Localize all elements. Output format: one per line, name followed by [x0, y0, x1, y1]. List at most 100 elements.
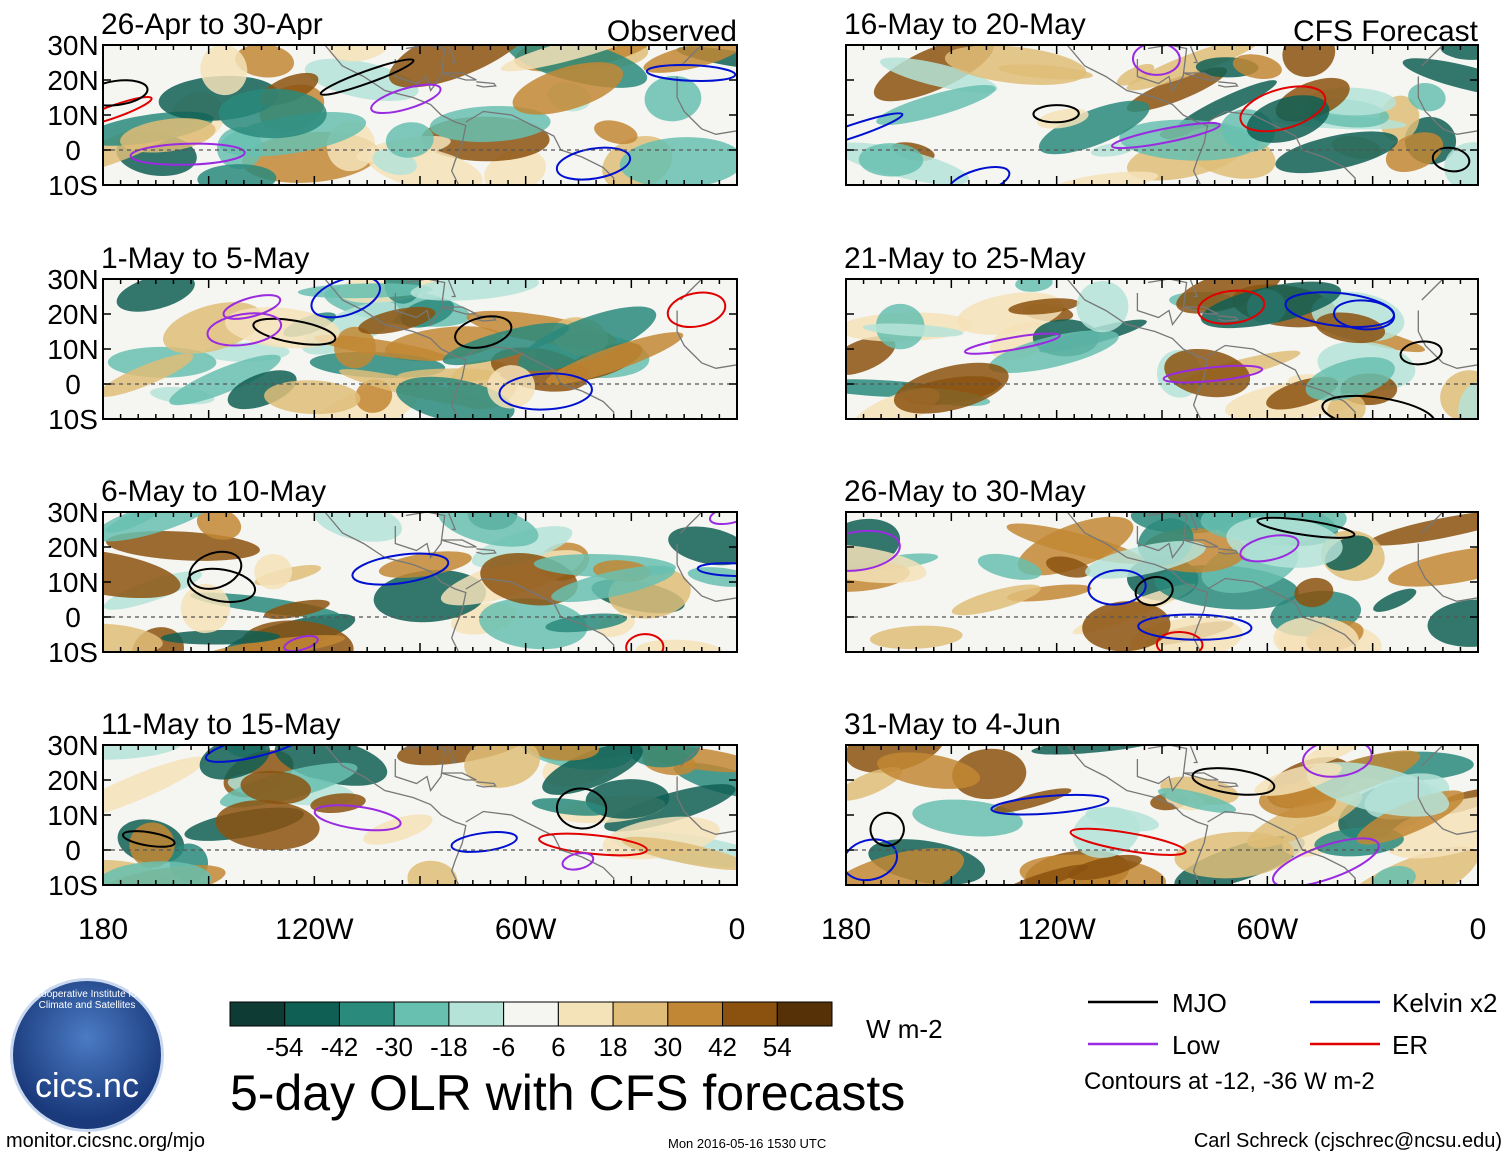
coastline: [1189, 512, 1199, 531]
wave-contour: [1137, 613, 1253, 641]
panel-tag: Observed: [607, 15, 737, 48]
olr-anomaly-blob: [594, 120, 638, 145]
olr-anomaly-blob: [1275, 131, 1398, 174]
wave-contour: [1191, 767, 1276, 796]
wave-contour: [555, 787, 608, 830]
wave-contour: [313, 804, 402, 832]
lat-tick-label: 30N: [47, 30, 98, 61]
colorbar-label: 18: [599, 1032, 628, 1062]
lat-tick-label: 20N: [47, 299, 98, 330]
logo-arc-text: Cooperative Institute for Climate and Sa…: [33, 989, 141, 1011]
coastline: [1417, 745, 1478, 835]
coastline: [1189, 745, 1199, 764]
olr-anomaly-blob: [877, 752, 981, 789]
coastline: [1207, 344, 1356, 419]
legend-note: Contours at -12, -36 W m-2: [1084, 1068, 1375, 1095]
wave-contour: [222, 294, 282, 320]
olr-anomaly-blob: [846, 767, 903, 801]
coastline: [1218, 548, 1239, 555]
olr-anomaly-blob: [129, 822, 175, 868]
coastline: [1136, 45, 1188, 92]
olr-anomaly-blob: [1440, 45, 1478, 60]
colorbar-label: 42: [708, 1032, 737, 1062]
olr-anomaly-blob: [396, 376, 515, 419]
olr-anomaly-blob: [1373, 588, 1417, 612]
coastline: [1189, 279, 1199, 298]
colorbar-label: 30: [653, 1032, 682, 1062]
olr-anomaly-blob: [858, 143, 924, 177]
wave-contour: [963, 332, 1061, 355]
lat-tick-label: 0: [65, 602, 81, 633]
olr-anomaly-blob: [227, 370, 297, 410]
olr-anomaly-blob: [876, 84, 996, 125]
coastline: [1182, 539, 1219, 548]
olr-anomaly-blob: [531, 798, 609, 816]
olr-anomaly-blob: [551, 565, 676, 603]
olr-anomaly-blob: [103, 745, 181, 760]
coastline: [676, 745, 737, 835]
olr-anomaly-blob: [200, 45, 248, 96]
coastline: [1182, 306, 1219, 315]
wave-contour: [846, 112, 904, 150]
lon-tick-label: 60W: [1236, 913, 1298, 946]
wave-contour: [450, 831, 518, 853]
wave-contour: [1087, 569, 1147, 606]
lon-tick-label: 0: [1470, 913, 1487, 946]
colorbar-swatch: [229, 1001, 286, 1027]
wave-contour: [1162, 364, 1264, 384]
olr-anomaly-blob: [1076, 281, 1129, 333]
wave-contour: [1197, 289, 1266, 325]
lat-tick-label: 10S: [48, 170, 98, 201]
olr-anomaly-blob: [1402, 58, 1478, 97]
legend-label-mjo: MJO: [1172, 988, 1227, 1018]
olr-shading: [103, 512, 737, 652]
coastline: [1218, 315, 1239, 322]
olr-anomaly-blob: [1305, 357, 1395, 401]
olr-shading: [846, 745, 1478, 885]
coastline: [676, 512, 737, 602]
lat-tick-label: 10N: [47, 100, 98, 131]
olr-anomaly-blob: [304, 58, 419, 101]
legend-lines: [1088, 1000, 1380, 1046]
wave-contour: [869, 811, 905, 847]
colorbar-label: -54: [266, 1032, 304, 1062]
olr-anomaly-blob: [1444, 142, 1478, 185]
lon-tick-label: 180: [78, 913, 128, 946]
lat-tick-label: 10S: [48, 870, 98, 901]
wave-contour: [206, 312, 283, 347]
panel-date-label: 26-Apr to 30-Apr: [101, 8, 323, 41]
olr-anomaly-blob: [429, 105, 551, 142]
coastline: [1189, 45, 1199, 64]
colorbar-label: 54: [763, 1032, 792, 1062]
wave-contour: [370, 83, 442, 115]
wave-contour: [947, 165, 1011, 185]
wave-contour: [625, 633, 665, 652]
olr-anomaly-blob: [1046, 556, 1091, 578]
olr-anomaly-blob: [1037, 108, 1089, 129]
olr-anomaly-blob: [103, 861, 212, 885]
panel-date-label: 1-May to 5-May: [101, 242, 309, 275]
coastline: [1136, 745, 1188, 792]
olr-anomaly-blob: [116, 279, 195, 312]
wave-contour: [1032, 104, 1080, 124]
lon-tick-label: 0: [729, 913, 746, 946]
olr-anomaly-blob: [180, 583, 231, 634]
olr-shading: [846, 45, 1478, 185]
panel-p1: 26-Apr to 30-Apr Observed 30N 20N 10N 0 10S: [47, 8, 738, 201]
olr-anomaly-blob: [1232, 54, 1282, 79]
olr-anomaly-blob: [673, 762, 737, 800]
olr-anomaly-blob: [992, 788, 1072, 814]
olr-anomaly-blob: [1373, 865, 1416, 885]
colorbar-label: 6: [551, 1032, 565, 1062]
olr-anomaly-blob: [103, 623, 163, 652]
lat-tick-label: 10S: [48, 404, 98, 435]
footer-url[interactable]: monitor.cicsnc.org/mjo: [6, 1130, 205, 1152]
olr-anomaly-blob: [310, 793, 366, 814]
olr-anomaly-blob: [944, 45, 1087, 85]
olr-anomaly-blob: [1427, 599, 1478, 647]
coastline: [447, 745, 457, 764]
olr-anomaly-blob: [358, 306, 436, 335]
olr-anomaly-blob: [105, 512, 159, 533]
